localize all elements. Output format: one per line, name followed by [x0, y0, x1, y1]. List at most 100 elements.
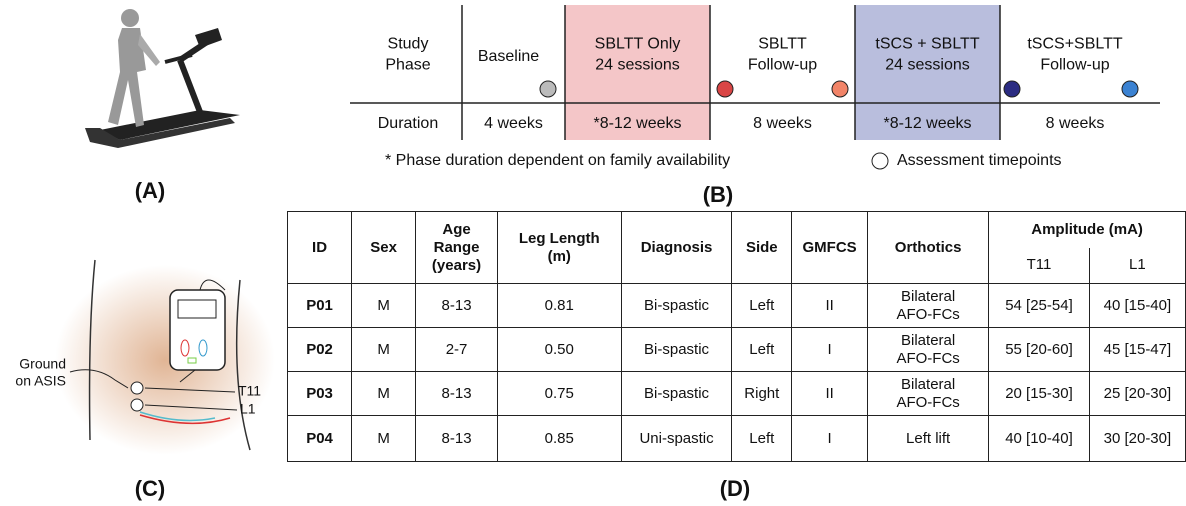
diagram-label: L1	[240, 401, 256, 417]
panel-label: (C)	[135, 476, 166, 501]
table-cell: M	[351, 283, 417, 328]
diagram-label: Ground	[19, 356, 66, 372]
cell-line: GMFCS	[802, 238, 857, 256]
table-cell: Bilateral AFO-FCs	[867, 327, 990, 372]
cell-line: Orthotics	[894, 238, 962, 256]
cell-text: 40 [10-40]	[1005, 429, 1073, 447]
diagram-label: T11	[238, 383, 261, 399]
timepoint	[539, 80, 557, 98]
table-cell: Left	[731, 327, 793, 372]
phase-duration: *8-12 weeks	[593, 115, 681, 132]
diagram-label: on ASIS	[15, 373, 66, 389]
timepoint	[1003, 80, 1021, 98]
phase-duration: *8-12 weeks	[883, 115, 971, 132]
table-cell: 2-7	[415, 327, 498, 372]
phase-name: Follow-up	[748, 57, 817, 74]
table-cell: 25 [20-30]	[1088, 371, 1186, 416]
cell-line: Side	[745, 238, 778, 256]
cell-text: T11	[1026, 256, 1052, 274]
cell-line: Bilateral	[901, 287, 956, 305]
panel-label: (D)	[720, 476, 751, 501]
header-cell: ID	[286, 211, 353, 284]
table-cell: Uni-spastic	[620, 415, 733, 462]
cell-line: Bilateral	[901, 375, 956, 393]
cell-text: Uni-spastic	[639, 429, 714, 447]
table-cell: 0.50	[496, 327, 622, 372]
cell-text: 8-13	[441, 384, 472, 402]
table-cell: Left	[731, 283, 793, 328]
panel-label: (A)	[135, 178, 166, 203]
panel-label: (B)	[703, 182, 734, 207]
table-cell: 20 [15-30]	[988, 371, 1090, 416]
table-cell: 0.81	[496, 283, 622, 328]
header-cell: Sex	[351, 211, 417, 284]
legend-text: Assessment timepoints	[897, 152, 1062, 169]
cell-text: II	[825, 384, 834, 402]
table-cell: M	[351, 371, 417, 416]
table-cell: 0.75	[496, 371, 622, 416]
cell-text: 0.81	[544, 296, 574, 314]
cell-text: I	[827, 429, 832, 447]
table-cell: 40 [15-40]	[1088, 283, 1186, 328]
phase-highlight	[855, 5, 1000, 140]
table-cell: M	[351, 327, 417, 372]
header-cell: Amplitude (mA)	[988, 211, 1186, 248]
table-cell: 8-13	[415, 283, 498, 328]
cell-text: 8-13	[441, 296, 472, 314]
table-cell: 8-13	[415, 415, 498, 462]
footnote: * Phase duration dependent on family ava…	[385, 152, 730, 169]
cell-text: Bi-spastic	[644, 384, 710, 402]
phase-duration: 8 weeks	[1046, 115, 1105, 132]
cell-text: M	[377, 429, 390, 447]
table-cell: P01	[286, 283, 353, 328]
phase-name: tSCS + SBLTT	[875, 36, 979, 53]
table-cell: Bilateral AFO-FCs	[867, 371, 990, 416]
cell-text: 40 [15-40]	[1103, 296, 1172, 314]
table-cell: I	[791, 415, 869, 462]
cell-line: Diagnosis	[640, 238, 713, 256]
phase-name: SBLTT Only	[595, 36, 681, 53]
table-cell: 40 [10-40]	[988, 415, 1090, 462]
cell-text: 25 [20-30]	[1103, 384, 1172, 402]
timeline: Study Phase Duration Baseline 4 weeks SBLTT O…	[378, 5, 1123, 140]
cell-line: (years)	[431, 256, 482, 274]
cell-text: M	[377, 340, 390, 358]
cell-text: Left	[749, 340, 775, 358]
header-cell: Leg Length (m)	[496, 211, 622, 284]
cell-line: Left lift	[906, 429, 951, 447]
phase-name: 24 sessions	[885, 57, 970, 74]
cell-text: 20 [15-30]	[1005, 384, 1073, 402]
cell-line: Age	[442, 220, 471, 238]
table-cell: 0.85	[496, 415, 622, 462]
phase-name: tSCS+SBLTT	[1027, 36, 1123, 53]
timepoint	[1121, 80, 1139, 98]
header-cell: Orthotics	[867, 211, 990, 284]
cell-line: ID	[312, 238, 328, 256]
row-label: Study	[388, 36, 429, 53]
cell-text: M	[377, 296, 390, 314]
phase-name: Follow-up	[1040, 57, 1109, 74]
table-row: P04 M 8-13 0.85 Uni-spastic Left I Left lift 40 …	[286, 415, 1186, 462]
cell-line: AFO-FCs	[896, 349, 960, 367]
table-cell: P02	[286, 327, 353, 372]
table-cell: 30 [20-30]	[1088, 415, 1186, 462]
table-cell: Left lift	[867, 415, 990, 462]
cell-text: P01	[306, 296, 333, 314]
table-row: P01 M 8-13 0.81 Bi-spastic Left II Bilateral AFO…	[286, 283, 1186, 328]
cell-text: P02	[306, 340, 333, 358]
phase-highlight	[565, 5, 710, 140]
cell-text: M	[377, 384, 390, 402]
cell-text: 0.50	[544, 340, 574, 358]
cell-text: Amplitude (mA)	[1031, 220, 1143, 238]
stimulator-illustration	[55, 259, 275, 455]
cell-text: Bi-spastic	[644, 340, 710, 358]
cell-line: Range	[433, 238, 480, 256]
cell-line: Bilateral	[901, 331, 956, 349]
table-cell: 45 [15-47]	[1088, 327, 1186, 372]
header-cell: Age Range (years)	[415, 211, 498, 284]
phase-duration: 4 weeks	[484, 115, 543, 132]
header-cell: GMFCS	[791, 211, 869, 284]
cell-text: 45 [15-47]	[1103, 340, 1172, 358]
